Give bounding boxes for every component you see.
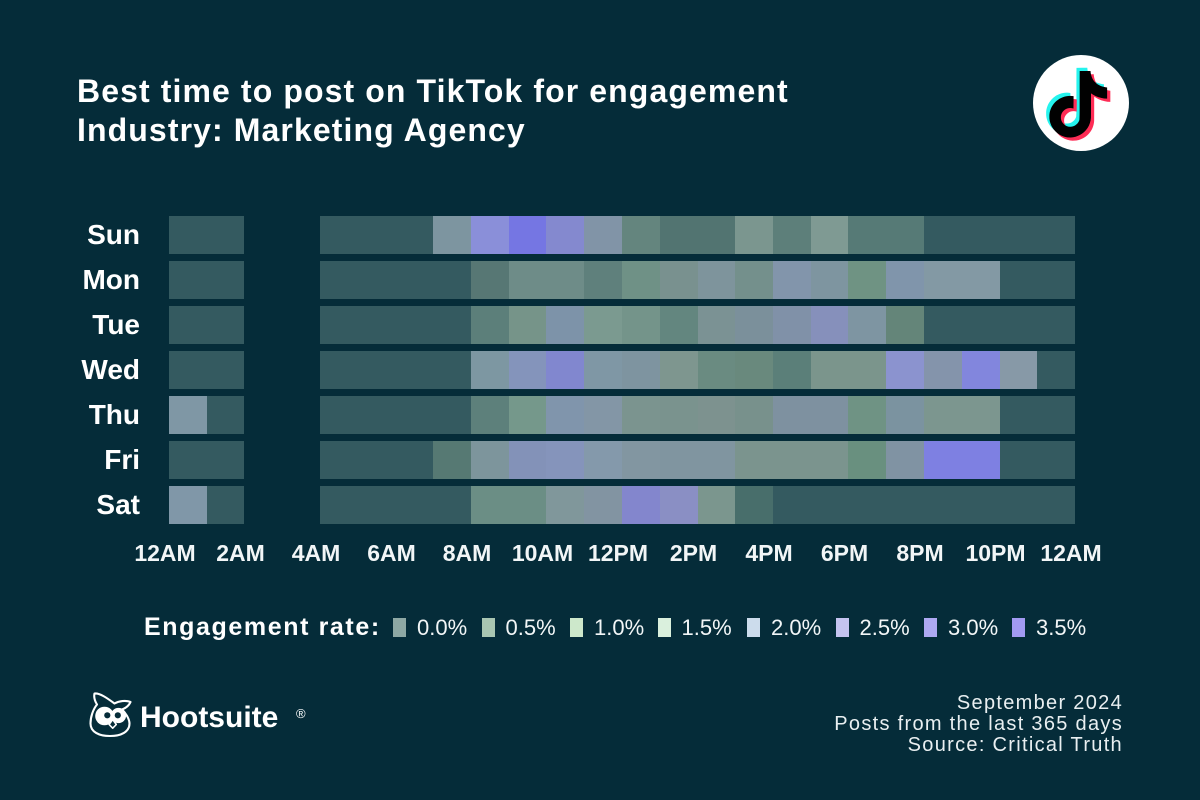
svg-text:®: ® [296, 706, 306, 721]
svg-text:Hootsuite: Hootsuite [140, 701, 278, 734]
